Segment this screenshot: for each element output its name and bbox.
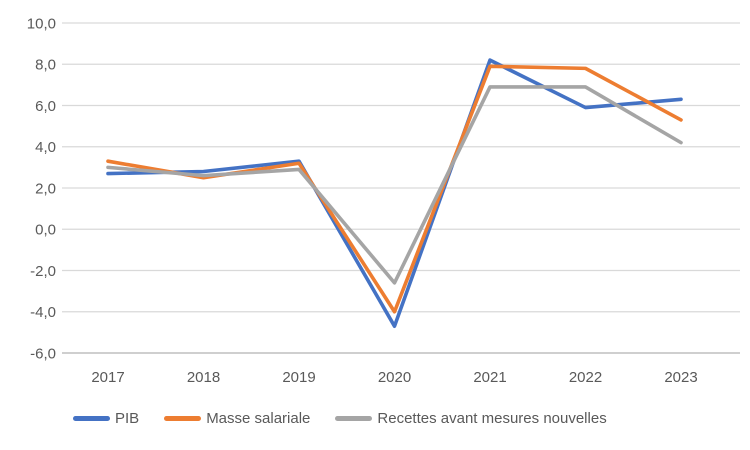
legend-item-masse-salariale: Masse salariale [164, 410, 310, 427]
y-axis-tick-label: -6,0 [30, 345, 56, 362]
y-axis-tick-label: 6,0 [35, 98, 56, 115]
legend-label: Recettes avant mesures nouvelles [377, 409, 607, 427]
chart-legend: PIB Masse salariale Recettes avant mesur… [73, 405, 607, 431]
legend-item-pib: PIB [73, 410, 139, 427]
legend-label: PIB [115, 409, 140, 427]
x-axis-tick-label: 2020 [378, 369, 411, 386]
x-axis-tick-label: 2021 [473, 369, 506, 386]
y-axis-tick-label: 10,0 [27, 15, 56, 32]
x-axis-tick-label: 2017 [91, 369, 124, 386]
y-axis-tick-label: 8,0 [35, 57, 56, 74]
legend-marker-icon [73, 415, 110, 421]
y-axis-tick-label: 2,0 [35, 180, 56, 197]
legend-item-recettes: Recettes avant mesures nouvelles [335, 409, 607, 427]
y-axis-tick-label: -2,0 [30, 263, 56, 280]
x-axis-tick-label: 2018 [187, 369, 220, 386]
x-axis-tick-label: 2023 [664, 369, 697, 386]
legend-label: Masse salariale [206, 409, 311, 427]
legend-marker-icon [164, 415, 202, 421]
y-axis-tick-label: 4,0 [35, 139, 56, 156]
y-axis-tick-label: 0,0 [35, 222, 56, 239]
series-line-pib [106, 58, 683, 328]
x-axis-tick-label: 2022 [569, 369, 602, 386]
series-line-masse-salariale [106, 64, 683, 314]
x-axis-tick-label: 2019 [282, 369, 315, 386]
legend-marker-icon [335, 415, 373, 421]
series-line-recettes-avant-mesures-nouvelles [106, 85, 683, 285]
y-axis-tick-label: -4,0 [30, 304, 56, 321]
